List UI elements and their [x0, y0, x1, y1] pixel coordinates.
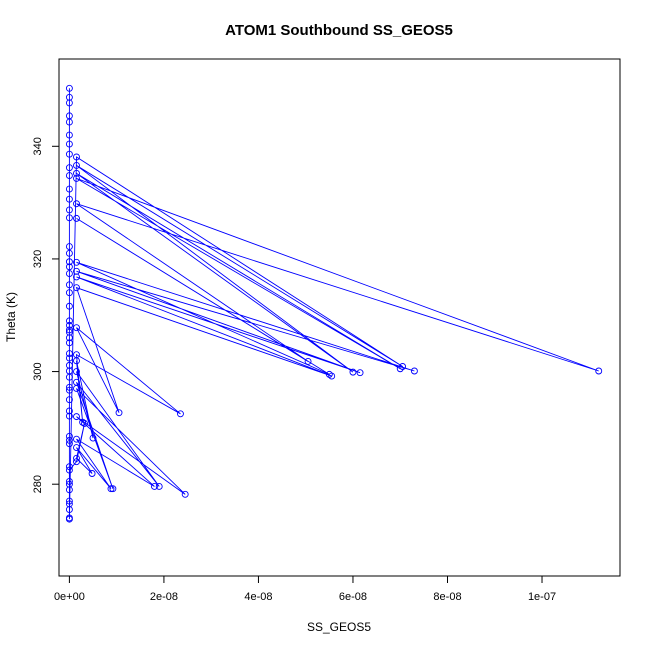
data-point: [81, 419, 88, 427]
data-point: [65, 206, 73, 214]
data-point: [65, 172, 73, 180]
data-point: [155, 483, 163, 490]
data-point: [65, 317, 73, 325]
data-point: [65, 150, 73, 158]
data-point: [65, 321, 73, 329]
data-point: [65, 164, 73, 172]
data-point: [73, 458, 80, 466]
data-point: [399, 363, 407, 370]
x-tick-label: 0e+00: [54, 591, 85, 603]
data-point: [65, 118, 73, 126]
data-point: [73, 454, 80, 462]
data-point: [65, 84, 73, 92]
data-point: [410, 367, 418, 375]
y-axis: 280 300 320 340: [32, 137, 60, 493]
data-point: [65, 477, 73, 485]
data-point: [65, 514, 73, 522]
data-point: [79, 418, 87, 426]
data-point: [595, 367, 603, 375]
x-tick-label: 1e-07: [528, 591, 556, 603]
chart-title: ATOM1 Southbound SS_GEOS5: [225, 22, 453, 39]
data-point: [65, 440, 73, 448]
data-point: [73, 413, 80, 421]
data-point: [65, 99, 73, 107]
y-tick-label: 280: [32, 475, 44, 493]
data-point: [65, 263, 73, 271]
data-point: [73, 444, 80, 452]
data-point: [73, 200, 80, 208]
data-point: [73, 169, 80, 177]
data-point: [65, 412, 73, 420]
y-axis-title: Theta (K): [4, 292, 18, 342]
data-point: [151, 483, 158, 490]
data-point: [349, 368, 357, 376]
data-point: [73, 174, 80, 182]
data-point: [65, 326, 73, 334]
data-point: [107, 485, 115, 493]
data-point: [65, 386, 73, 394]
data-point: [73, 214, 80, 222]
data-point: [65, 463, 73, 471]
x-axis: 0e+00 2e-08 4e-08 6e-08 8e-08 1e-07: [54, 575, 556, 603]
data-point: [65, 497, 73, 505]
data-point: [65, 258, 73, 266]
data-point: [88, 470, 96, 477]
data-point: [65, 350, 73, 357]
data-point: [65, 506, 73, 513]
data-point: [73, 258, 80, 266]
y-tick-label: 320: [32, 250, 44, 268]
data-point: [73, 324, 80, 332]
series-layer: [65, 84, 603, 523]
data-point: [65, 407, 73, 415]
data-point: [65, 195, 73, 203]
data-point: [65, 249, 73, 257]
data-point: [65, 339, 73, 347]
data-point: [115, 409, 123, 417]
data-point: [65, 436, 73, 444]
data-point: [181, 490, 189, 498]
data-point: [109, 485, 117, 493]
data-point: [73, 357, 80, 365]
data-point: [65, 140, 73, 148]
data-point: [65, 131, 73, 139]
data-point: [65, 383, 73, 391]
y-tick-label: 300: [32, 362, 44, 380]
data-point: [73, 161, 80, 169]
data-point: [65, 281, 73, 289]
data-point: [73, 273, 80, 281]
data-point: [328, 372, 336, 380]
data-point: [65, 270, 73, 278]
y-tick-label: 340: [32, 137, 44, 155]
data-point: [65, 466, 73, 474]
data-point: [65, 354, 73, 362]
data-point: [73, 284, 80, 292]
x-tick-label: 6e-08: [339, 591, 367, 603]
x-tick-label: 2e-08: [150, 591, 178, 603]
data-point: [396, 365, 404, 373]
data-point: [73, 153, 80, 161]
data-point: [356, 369, 364, 377]
data-point: [73, 435, 80, 443]
data-point: [65, 243, 73, 250]
data-point: [65, 334, 73, 342]
data-point: [89, 434, 97, 442]
data-point: [304, 357, 312, 365]
data-point: [65, 289, 73, 297]
data-point: [65, 302, 73, 310]
data-point: [73, 368, 80, 376]
data-point: [65, 214, 73, 222]
series-line: [68, 88, 599, 520]
data-point: [65, 396, 73, 404]
x-tick-label: 8e-08: [433, 591, 461, 603]
data-point: [65, 373, 73, 381]
data-point: [65, 432, 73, 440]
x-tick-label: 4e-08: [244, 591, 272, 603]
data-point: [73, 385, 80, 392]
x-axis-title: SS_GEOS5: [307, 620, 371, 634]
data-point: [177, 410, 184, 418]
data-point: [65, 486, 73, 494]
data-point: [65, 185, 73, 193]
